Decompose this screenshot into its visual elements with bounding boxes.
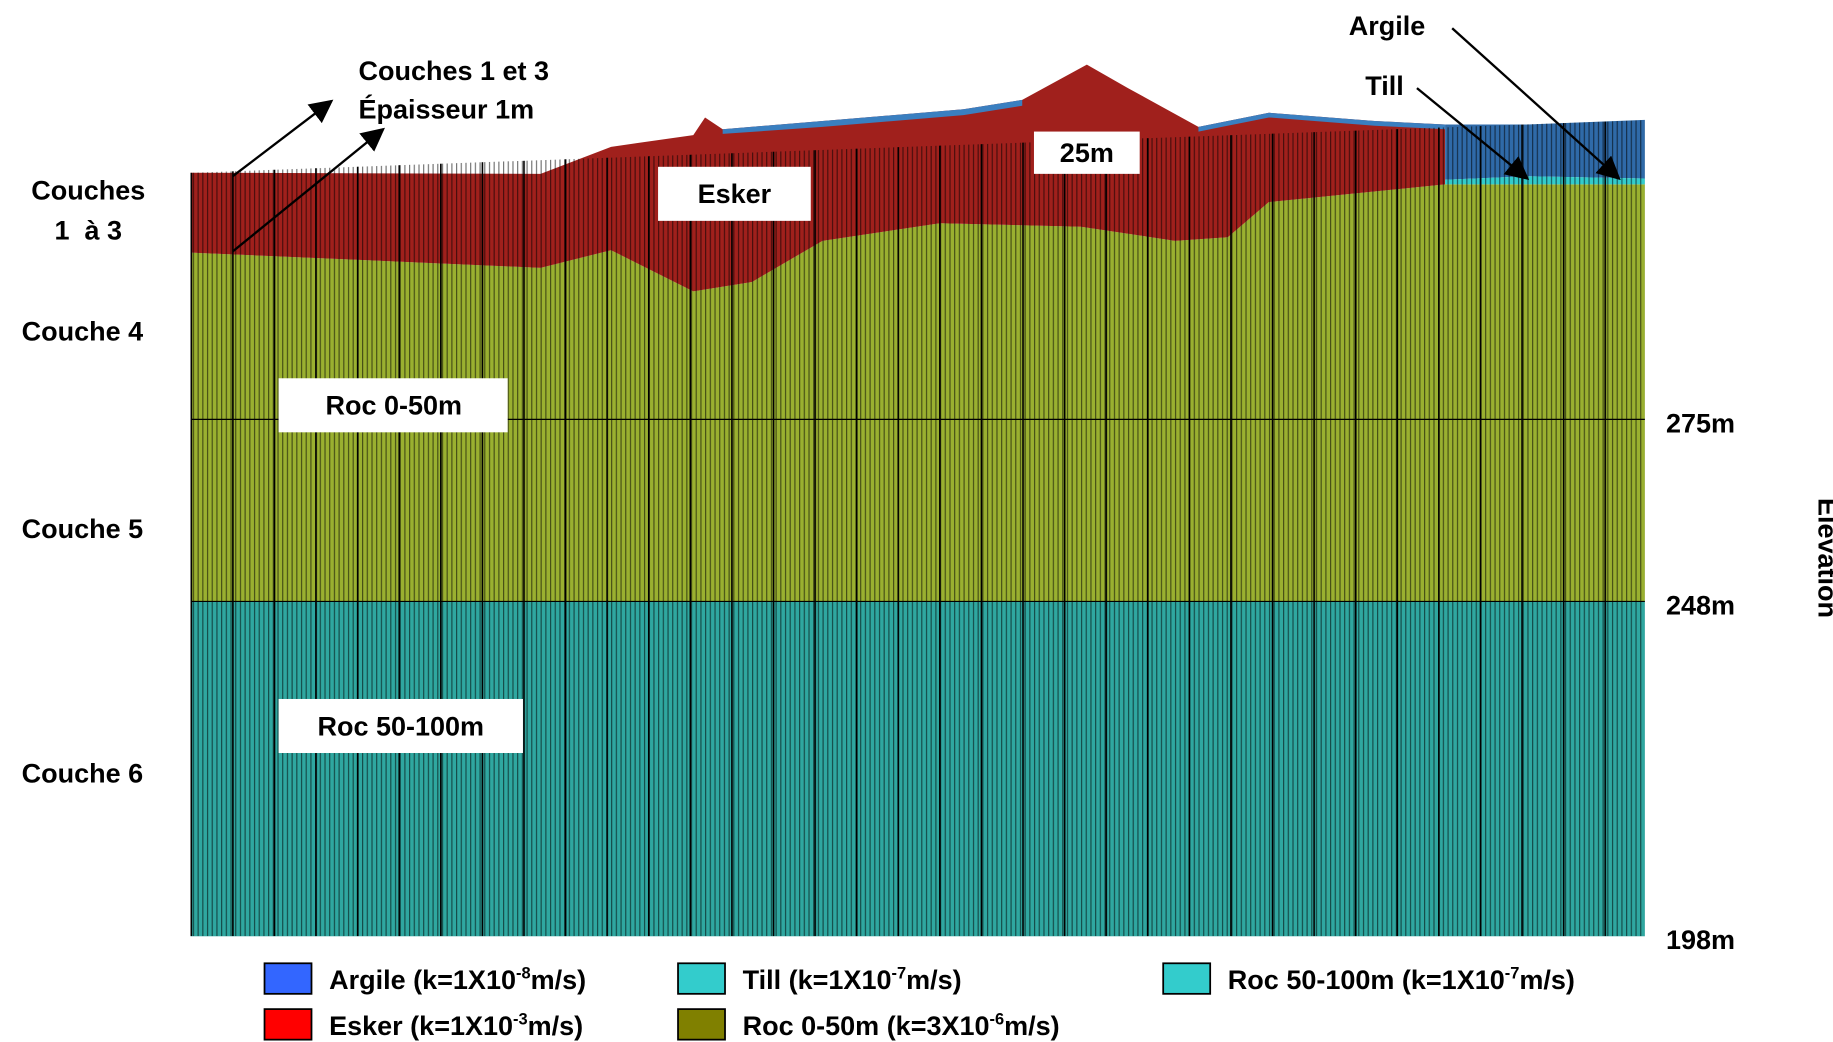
label: Argile [1349,11,1426,41]
elevation-label: 198m [1666,925,1735,955]
legend-text: Till (k=1X10 [743,965,892,995]
legend-swatch [265,1009,312,1040]
legend-text: Argile (k=1X10 [329,965,516,995]
axis-title: Élévation [1813,498,1833,618]
legend-label: Argile (k=1X10-8m/s) [329,965,586,996]
legend-exp: -7 [1505,965,1520,983]
legend-unit: m/s) [528,1011,584,1041]
label: 25m [1060,138,1114,168]
legend-text: Roc 0-50m (k=3X10 [743,1011,990,1041]
cross-section: Roc 0-50m Esker 25m Roc 50-100m Couches … [0,0,1833,1042]
elevation-label: 275m [1666,408,1735,438]
arrow [233,101,332,176]
layers [191,59,1645,937]
label: Esker [698,179,772,209]
legend: Argile (k=1X10-8m/s)Till (k=1X10-7m/s)Ro… [265,963,1575,1041]
legend-unit: m/s) [906,965,962,995]
layer-label: Couche 6 [22,758,144,788]
legend-label: Roc 0-50m (k=3X10-6m/s) [743,1010,1060,1041]
legend-text: Esker (k=1X10 [329,1011,513,1041]
legend-exp: -3 [513,1010,528,1028]
legend-label: Roc 50-100m (k=1X10-7m/s) [1228,965,1575,996]
layer-label: 1 à 3 [55,216,123,246]
label: Till [1365,71,1404,101]
elevation-label: 248m [1666,590,1735,620]
legend-swatch [678,963,725,994]
legend-swatch [678,1009,725,1040]
layer-label: Couches [31,176,145,206]
legend-label: Esker (k=1X10-3m/s) [329,1010,583,1041]
legend-label: Till (k=1X10-7m/s) [743,965,962,996]
legend-unit: m/s) [531,965,587,995]
legend-exp: -8 [516,965,531,983]
legend-text: Roc 50-100m (k=1X10 [1228,965,1505,995]
label: Roc 0-50m [325,391,462,421]
label: Couches 1 et 3 [358,56,549,86]
legend-exp: -7 [891,965,906,983]
label: Roc 50-100m [317,711,484,741]
layer-label: Couche 5 [22,514,144,544]
legend-exp: -6 [990,1010,1005,1028]
legend-swatch [1163,963,1210,994]
legend-swatch [265,963,312,994]
label: Épaisseur 1m [358,94,534,125]
legend-unit: m/s) [1004,1011,1060,1041]
layer-label: Couche 4 [22,317,144,347]
mesh-coarse [191,59,1645,937]
legend-unit: m/s) [1519,965,1575,995]
